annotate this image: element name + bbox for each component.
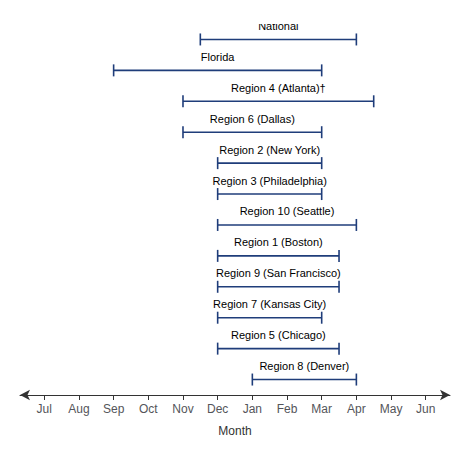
svg-text:Month: Month [218,424,251,438]
svg-text:Region 10 (Seattle): Region 10 (Seattle) [240,205,335,217]
svg-text:Region 1 (Boston): Region 1 (Boston) [234,236,323,248]
svg-text:Jun: Jun [416,402,435,416]
svg-text:Sep: Sep [103,402,125,416]
svg-text:Aug: Aug [68,402,89,416]
svg-text:Region 6 (Dallas): Region 6 (Dallas) [210,113,295,125]
svg-text:Oct: Oct [139,402,158,416]
svg-text:Region 5 (Chicago): Region 5 (Chicago) [231,329,326,341]
svg-text:Dec: Dec [207,402,228,416]
svg-text:Region 3 (Philadelphia): Region 3 (Philadelphia) [212,175,326,187]
svg-text:Region 9 (San Francisco): Region 9 (San Francisco) [216,267,341,279]
svg-text:Florida: Florida [201,51,236,63]
svg-text:Jul: Jul [37,402,52,416]
svg-text:Region 2 (New York): Region 2 (New York) [219,144,320,156]
svg-text:National: National [258,20,298,32]
svg-text:May: May [380,402,403,416]
svg-text:Jan: Jan [243,402,262,416]
svg-text:Region 4 (Atlanta)†: Region 4 (Atlanta)† [231,82,326,94]
svg-text:Apr: Apr [347,402,366,416]
svg-text:Feb: Feb [277,402,298,416]
svg-text:Region 7 (Kansas City): Region 7 (Kansas City) [213,298,326,310]
svg-text:Mar: Mar [311,402,332,416]
svg-text:Nov: Nov [172,402,193,416]
svg-text:Region 8 (Denver): Region 8 (Denver) [259,360,349,372]
